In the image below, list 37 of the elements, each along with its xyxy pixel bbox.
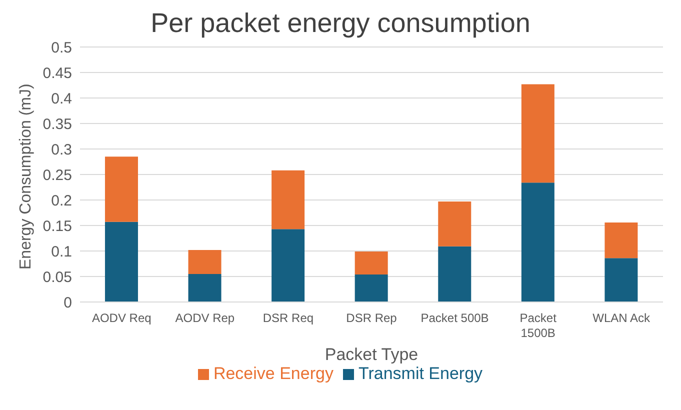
bar	[188, 250, 222, 274]
x-tick-label: Packet 1500B	[520, 311, 558, 340]
bar	[438, 202, 472, 246]
x-axis-title: Packet Type	[324, 345, 418, 364]
y-tick-label: 0.35	[42, 116, 72, 133]
x-tick-label: AODV Req	[92, 311, 152, 325]
bar	[104, 156, 138, 222]
bar	[188, 274, 222, 302]
chart-title: Per packet energy consumption	[150, 8, 532, 39]
y-tick-label: 0.15	[42, 218, 72, 235]
y-tick-label: 0.5	[51, 39, 72, 56]
y-tick-label: 0	[64, 294, 72, 312]
bar	[272, 170, 305, 230]
x-tick-label: AODV Rep	[175, 311, 235, 325]
bar	[354, 252, 388, 274]
bar	[104, 222, 138, 302]
y-tick-label: 0.3	[51, 141, 72, 158]
y-tick-label: 0.4	[51, 90, 72, 108]
bar	[272, 229, 305, 302]
bar	[604, 222, 638, 258]
y-tick-label: 0.45	[42, 64, 72, 82]
x-tick-label: Packet 500B	[420, 311, 489, 325]
bar	[521, 182, 554, 302]
bar	[521, 84, 554, 183]
y-tick-label: 0.25	[42, 166, 72, 184]
bar	[438, 246, 472, 302]
bar	[354, 274, 388, 302]
y-tick-label: 0.1	[51, 243, 72, 260]
y-tick-label: 0.2	[51, 192, 72, 210]
y-tick-label: 0.05	[42, 268, 72, 286]
x-tick-label: DSR Req	[262, 311, 314, 325]
legend-label: Transmit Energy	[358, 364, 483, 383]
bar	[604, 258, 638, 302]
legend-label: Receive Energy	[213, 364, 334, 383]
y-axis-title: Energy Consumption (mJ)	[18, 84, 35, 270]
x-tick-label: DSR Rep	[346, 311, 398, 325]
x-tick-label: WLAN Ack	[592, 311, 652, 325]
